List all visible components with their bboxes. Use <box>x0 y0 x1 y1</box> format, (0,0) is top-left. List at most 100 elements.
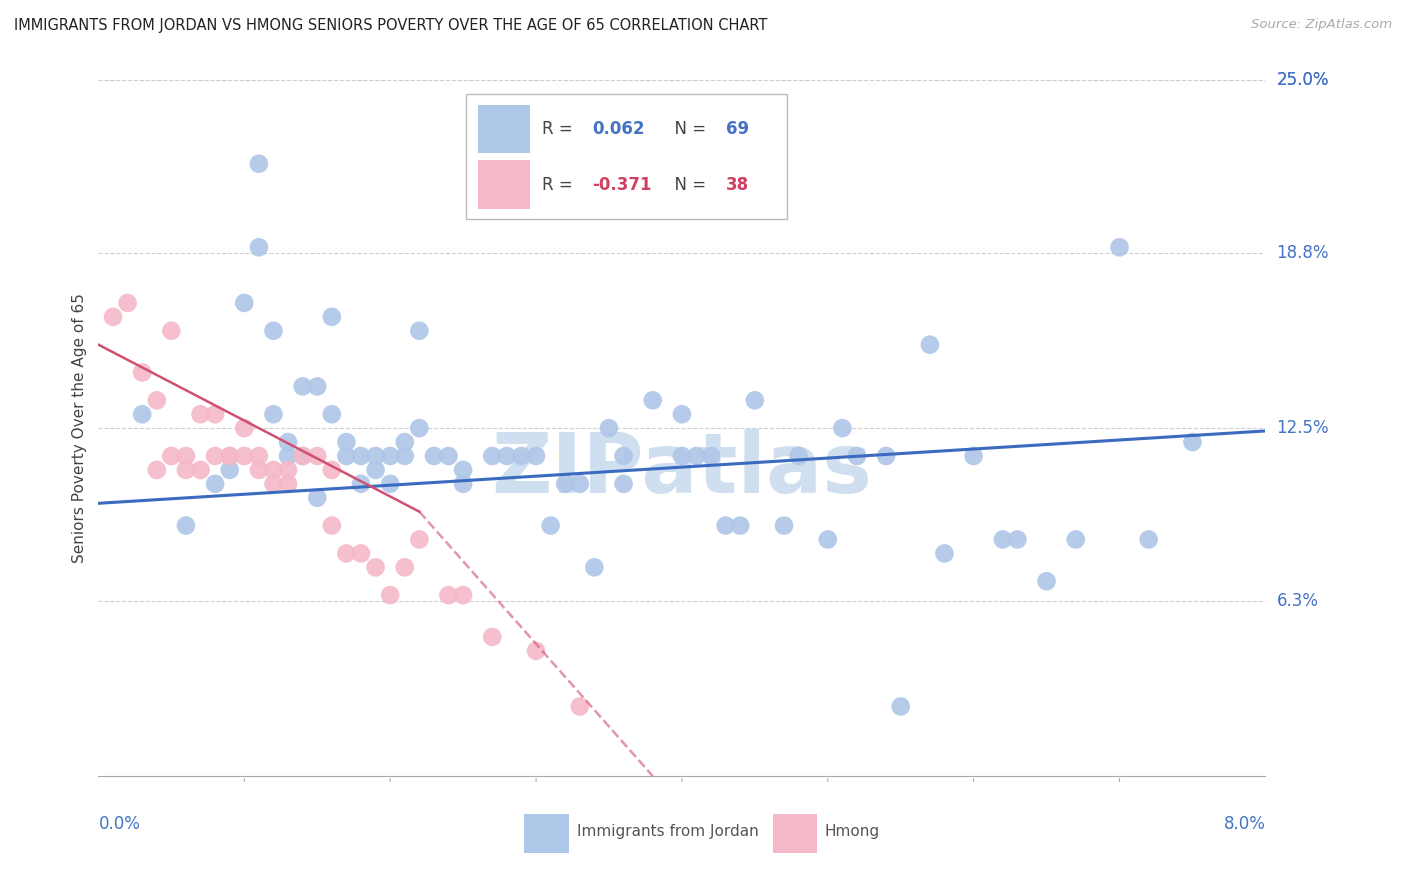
Point <box>204 407 226 421</box>
Point <box>262 476 284 491</box>
Point <box>437 449 460 463</box>
Text: Immigrants from Jordan: Immigrants from Jordan <box>576 824 759 839</box>
Point <box>583 560 606 574</box>
Point <box>890 699 912 714</box>
Point <box>540 518 562 533</box>
Point <box>247 463 270 477</box>
FancyBboxPatch shape <box>478 161 530 209</box>
Point <box>481 630 503 644</box>
Text: 18.8%: 18.8% <box>1277 244 1329 262</box>
Point <box>160 324 183 338</box>
Point <box>773 518 796 533</box>
Point <box>291 379 314 393</box>
Point <box>307 449 329 463</box>
Point <box>350 449 373 463</box>
Point <box>380 476 402 491</box>
Point <box>291 449 314 463</box>
Point <box>1007 533 1029 547</box>
Point <box>714 518 737 533</box>
Point <box>364 560 387 574</box>
Point <box>1181 435 1204 450</box>
Point <box>671 449 693 463</box>
FancyBboxPatch shape <box>524 814 568 853</box>
Point <box>612 449 634 463</box>
Point <box>247 240 270 254</box>
Text: Source: ZipAtlas.com: Source: ZipAtlas.com <box>1251 18 1392 31</box>
Point <box>423 449 446 463</box>
Point <box>350 476 373 491</box>
Point <box>321 518 343 533</box>
Point <box>335 435 357 450</box>
Point <box>481 449 503 463</box>
Point <box>321 407 343 421</box>
Point <box>1137 533 1160 547</box>
Point <box>568 699 591 714</box>
Point <box>190 407 212 421</box>
Point <box>831 421 853 435</box>
Point <box>262 324 284 338</box>
Point <box>131 407 153 421</box>
FancyBboxPatch shape <box>478 104 530 153</box>
Point <box>612 476 634 491</box>
Point <box>554 476 576 491</box>
Point <box>307 491 329 505</box>
Text: 12.5%: 12.5% <box>1277 419 1329 437</box>
Point <box>233 421 256 435</box>
Point <box>262 463 284 477</box>
Point <box>174 518 197 533</box>
Point <box>262 407 284 421</box>
Point <box>101 310 124 324</box>
Text: N =: N = <box>665 120 711 138</box>
Text: Hmong: Hmong <box>824 824 879 839</box>
Point <box>918 337 941 351</box>
Point <box>218 463 240 477</box>
Text: -0.371: -0.371 <box>592 176 651 194</box>
Y-axis label: Seniors Poverty Over the Age of 65: Seniors Poverty Over the Age of 65 <box>72 293 87 563</box>
Point <box>321 310 343 324</box>
Point <box>510 449 533 463</box>
Point <box>335 449 357 463</box>
Point <box>962 449 984 463</box>
Point <box>598 421 620 435</box>
Text: 69: 69 <box>727 120 749 138</box>
Point <box>991 533 1014 547</box>
Point <box>247 157 270 171</box>
Point <box>408 421 430 435</box>
Point <box>671 407 693 421</box>
Point <box>1064 533 1087 547</box>
Point <box>524 449 547 463</box>
Point <box>204 476 226 491</box>
Point <box>408 533 430 547</box>
Point <box>817 533 839 547</box>
Point <box>1035 574 1057 589</box>
Text: 6.3%: 6.3% <box>1277 591 1319 610</box>
Point <box>364 463 387 477</box>
Point <box>451 476 474 491</box>
Point <box>117 296 139 310</box>
Point <box>291 449 314 463</box>
Text: 0.062: 0.062 <box>592 120 644 138</box>
Point <box>174 449 197 463</box>
Point <box>247 449 270 463</box>
Point <box>160 449 183 463</box>
Point <box>218 449 240 463</box>
Point <box>277 449 299 463</box>
Point <box>174 463 197 477</box>
Point <box>700 449 723 463</box>
Point <box>568 476 591 491</box>
Text: 38: 38 <box>727 176 749 194</box>
Point <box>934 546 956 560</box>
Point <box>685 449 707 463</box>
Text: R =: R = <box>541 176 578 194</box>
FancyBboxPatch shape <box>773 814 817 853</box>
Point <box>875 449 897 463</box>
Point <box>277 463 299 477</box>
Point <box>787 449 810 463</box>
Point <box>350 546 373 560</box>
Point <box>394 449 416 463</box>
Point <box>744 393 766 408</box>
Point <box>321 463 343 477</box>
Point <box>496 449 519 463</box>
Point <box>641 393 664 408</box>
Point <box>380 588 402 602</box>
